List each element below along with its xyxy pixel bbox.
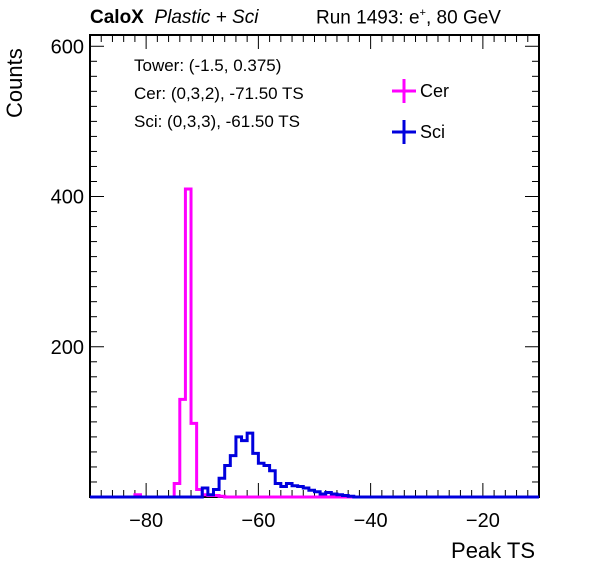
run-label: Run 1493: e+, 80 GeV <box>316 7 501 29</box>
legend-label-sci: Sci <box>420 122 446 142</box>
detector-label: Plastic + Sci <box>154 7 259 28</box>
legend-label-cer: Cer <box>420 81 450 101</box>
axis-ticks <box>90 35 539 497</box>
bin-sci <box>258 463 264 497</box>
info-sci: Sci: (0,3,3), -61.50 TS <box>134 112 300 131</box>
y-tick-label: 400 <box>51 187 84 209</box>
bin-sci <box>242 441 248 497</box>
experiment-name: CaloX <box>90 7 144 28</box>
x-tick-label: −40 <box>354 510 388 532</box>
tick-labels: −80 −60 −40 −20 200 400 600 <box>51 36 500 532</box>
plot-frame <box>89 34 540 498</box>
run-sup: + <box>419 7 426 19</box>
bin-sci <box>281 486 287 497</box>
run-suffix: , 80 GeV <box>425 7 501 29</box>
histogram-series <box>90 187 539 499</box>
x-tick-label: −20 <box>466 510 500 532</box>
x-axis-label: Peak TS <box>451 538 535 563</box>
legend <box>392 79 416 144</box>
x-tick-label: −80 <box>129 510 163 532</box>
info-tower: Tower: (-1.5, 0.375) <box>134 56 282 75</box>
x-tick-label: −60 <box>241 510 275 532</box>
run-prefix: Run 1493: e <box>316 7 420 29</box>
chart-header: CaloX Plastic + Sci <box>90 7 258 29</box>
info-cer: Cer: (0,3,2), -71.50 TS <box>134 84 304 103</box>
series-sci-line <box>90 431 539 499</box>
series-cer-line <box>90 187 539 499</box>
y-tick-label: 200 <box>51 337 84 359</box>
y-axis-label: Counts <box>2 48 27 118</box>
y-tick-label: 600 <box>51 36 84 58</box>
